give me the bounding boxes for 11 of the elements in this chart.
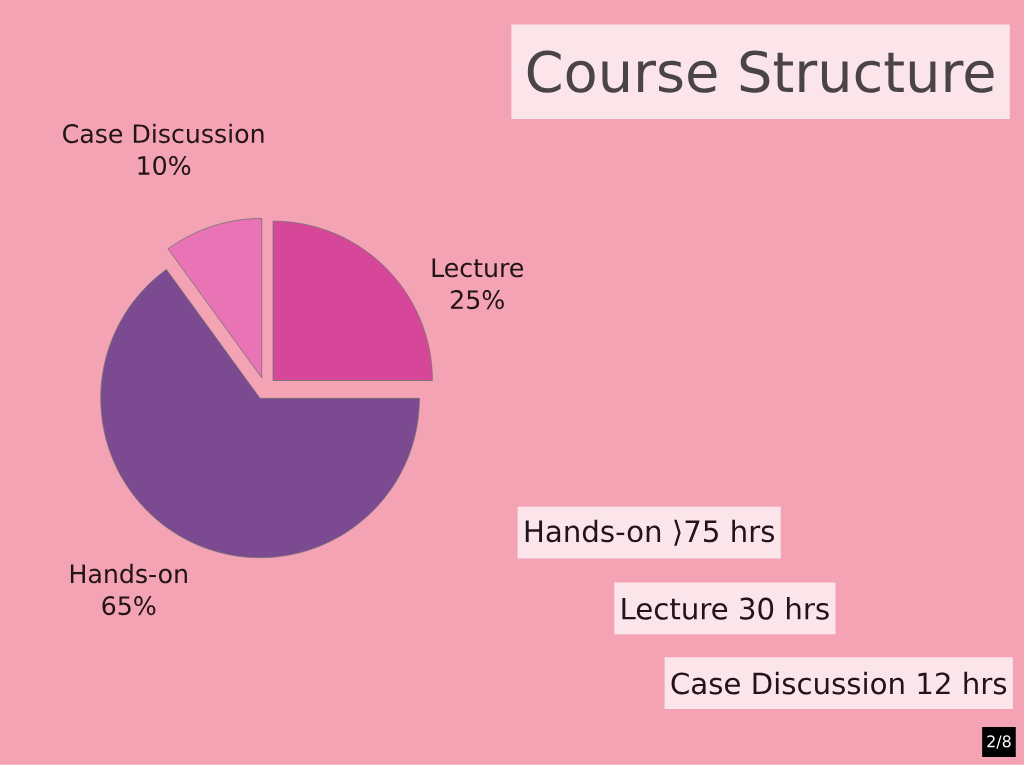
slice-label: Case Discussion xyxy=(63,123,264,144)
data-label: 65% xyxy=(102,596,156,616)
slice-label: Hands-on xyxy=(70,563,187,584)
text: Case Discussion 12 hrs xyxy=(671,671,1007,695)
slice-label: Lecture xyxy=(432,258,524,278)
text: 2/8 xyxy=(987,735,1011,749)
text: Course Structure xyxy=(527,50,994,93)
text: Hands-on ⟩75 hrs xyxy=(525,519,775,546)
text: Lecture 30 hrs xyxy=(622,597,829,620)
data-label: 10% xyxy=(138,156,191,176)
data-label: 25% xyxy=(451,290,504,310)
